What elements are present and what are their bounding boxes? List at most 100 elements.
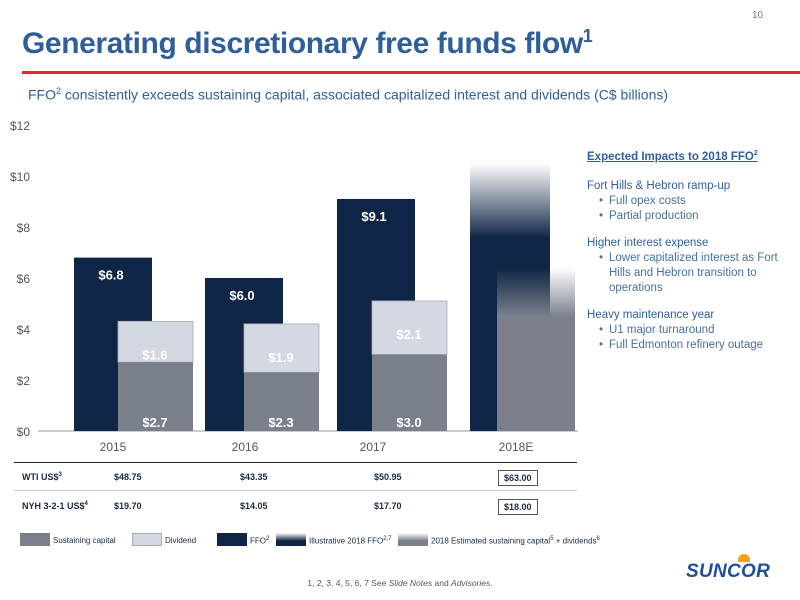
- subtitle-text: consistently exceeds sustaining capital,…: [61, 86, 669, 103]
- impact-group-title: Heavy maintenance year: [587, 308, 715, 321]
- title-rule: [22, 71, 800, 74]
- footnote: 1, 2, 3, 4, 5, 6, 7 See Slide Notes and …: [0, 578, 800, 588]
- ffo-value-label: $6.0: [229, 288, 254, 303]
- impacts-heading: Expected Impacts to 2018 FFO2: [587, 150, 793, 163]
- suncor-logo: SUNCOR: [686, 561, 771, 582]
- dividend-bar: [243, 323, 320, 373]
- sustaining-capital-value-label: $2.7: [142, 415, 167, 430]
- x-tick-label: 2018E: [499, 440, 534, 454]
- footnote-and: and: [432, 578, 452, 588]
- legend-label-ref: 2,7: [383, 536, 392, 542]
- dividend-value-label: $2.1: [396, 327, 421, 342]
- legend-label: Sustaining capital: [53, 536, 116, 545]
- impact-bullets: Full opex costsPartial production: [587, 194, 793, 224]
- subtitle-footnote-ref: 2: [56, 86, 62, 96]
- legend-label: FFO2: [250, 536, 269, 546]
- impact-bullet: Full opex costs: [599, 194, 793, 209]
- sustaining-capital-bar: [372, 354, 447, 431]
- legend-label: 2018 Estimated sustaining capital5 + div…: [431, 536, 600, 546]
- footnote-refs: 1, 2, 3, 4, 5, 6, 7 See: [307, 578, 389, 588]
- impact-bullets: U1 major turnaroundFull Edmonton refiner…: [587, 323, 793, 353]
- row-label-ref: 3: [58, 472, 62, 478]
- impacts-heading-ref: 2: [753, 150, 758, 157]
- sustaining-capital-bar: [244, 372, 319, 431]
- impact-group: Higher interest expense Lower capitalized…: [587, 236, 793, 296]
- illustrative-ffo-swatch: [276, 533, 306, 546]
- table-cell: $43.35: [240, 472, 268, 482]
- row-label-text: NYH 3-2-1 US$: [22, 501, 85, 511]
- y-tick-label: $10: [10, 170, 30, 184]
- suncor-sun-icon: [738, 554, 750, 562]
- table-cell: $48.75: [114, 472, 142, 482]
- impact-group-title: Higher interest expense: [587, 236, 709, 249]
- y-tick-label: $4: [17, 323, 31, 337]
- title-text: Generating discretionary free funds flow: [22, 27, 583, 60]
- expected-impacts-panel: Expected Impacts to 2018 FFO2 Fort Hills…: [587, 150, 793, 365]
- title-footnote-ref: 1: [582, 26, 593, 46]
- page-number: 10: [752, 10, 764, 21]
- footnote-slide-notes: Slide Notes: [388, 578, 433, 588]
- row-label-text: WTI US$: [22, 472, 59, 482]
- y-tick-label: $8: [17, 221, 31, 235]
- table-cell: $50.95: [374, 472, 402, 482]
- ffo-bar-chart: $0 $2 $4 $6 $8 $10 $12 $6.8 $1.6 $2.7 $6.0 $1.9 $2.…: [10, 119, 578, 454]
- table-top-rule: [14, 462, 577, 463]
- dividend-bar: [117, 320, 194, 363]
- legend-label-text: Sustaining capital: [53, 536, 116, 545]
- y-tick-label: $0: [17, 425, 31, 439]
- legend-label: Dividend: [165, 536, 196, 545]
- legend-label-suffix: + dividends: [553, 536, 597, 546]
- legend-label-ref: 5: [550, 536, 554, 542]
- impact-group-title: Fort Hills & Hebron ramp-up: [587, 179, 731, 192]
- dividend-value-label: $1.6: [142, 347, 167, 362]
- legend-label-ref: 6: [596, 536, 600, 542]
- slide-title: Generating discretionary free funds flow…: [22, 26, 593, 61]
- dividend-swatch: [132, 533, 162, 546]
- impact-group: Heavy maintenance year U1 major turnaroun…: [587, 308, 793, 353]
- legend-label-text: FFO: [250, 536, 266, 546]
- table-cell: $14.05: [240, 501, 268, 511]
- impact-bullet: Full Edmonton refinery outage: [599, 338, 793, 353]
- estimated-capital-swatch: [398, 533, 428, 546]
- x-tick-label: 2016: [232, 440, 259, 454]
- dividend-bar: [371, 300, 448, 355]
- table-cell: $17.70: [374, 501, 402, 511]
- impact-groups: Fort Hills & Hebron ramp-up Full opex cos…: [587, 179, 793, 353]
- table-cell: $19.70: [114, 501, 142, 511]
- legend-label-text: Illustrative 2018 FFO: [309, 536, 384, 546]
- impacts-heading-text: Expected Impacts to 2018 FFO: [587, 150, 754, 163]
- table-row-label: WTI US$3: [22, 472, 62, 482]
- impact-bullet: Lower capitalized interest as Fort Hills…: [599, 251, 793, 296]
- impact-bullets: Lower capitalized interest as Fort Hills…: [587, 251, 793, 296]
- x-tick-label: 2017: [360, 440, 387, 454]
- legend-label-text: Dividend: [165, 536, 197, 545]
- footnote-advisories: Advisories: [451, 578, 491, 588]
- impact-bullet: U1 major turnaround: [599, 323, 793, 338]
- ffo-swatch: [217, 533, 247, 546]
- x-tick-label: 2015: [100, 440, 127, 454]
- legend-label-text: 2018 Estimated sustaining capital: [431, 536, 551, 546]
- table-row-label: NYH 3-2-1 US$4: [22, 501, 88, 511]
- footnote-end: .: [490, 578, 493, 588]
- ffo-value-label: $6.8: [98, 268, 123, 283]
- estimated-2018-capital-dividends-bar: [497, 267, 575, 431]
- table-cell: $63.00: [498, 470, 538, 486]
- ffo-value-label: $9.1: [361, 209, 386, 224]
- y-tick-label: $2: [17, 374, 31, 388]
- subtitle-ffo: FFO: [28, 86, 56, 103]
- sustaining-capital-swatch: [20, 533, 50, 546]
- slide-subtitle: FFO2 consistently exceeds sustaining cap…: [28, 86, 668, 103]
- sustaining-capital-value-label: $2.3: [268, 415, 293, 430]
- sustaining-capital-value-label: $3.0: [396, 415, 421, 430]
- legend-label-ref: 2: [266, 536, 270, 542]
- legend-label: Illustrative 2018 FFO2,7: [309, 536, 392, 546]
- y-tick-label: $6: [17, 272, 31, 286]
- impact-group: Fort Hills & Hebron ramp-up Full opex cos…: [587, 179, 793, 224]
- table-cell: $18.00: [498, 499, 538, 515]
- dividend-value-label: $1.9: [268, 350, 293, 365]
- sustaining-capital-bar: [118, 362, 193, 431]
- row-label-ref: 4: [84, 501, 88, 507]
- y-tick-label: $12: [10, 119, 30, 133]
- impact-bullet: Partial production: [599, 209, 793, 224]
- table-row-divider: [14, 490, 577, 491]
